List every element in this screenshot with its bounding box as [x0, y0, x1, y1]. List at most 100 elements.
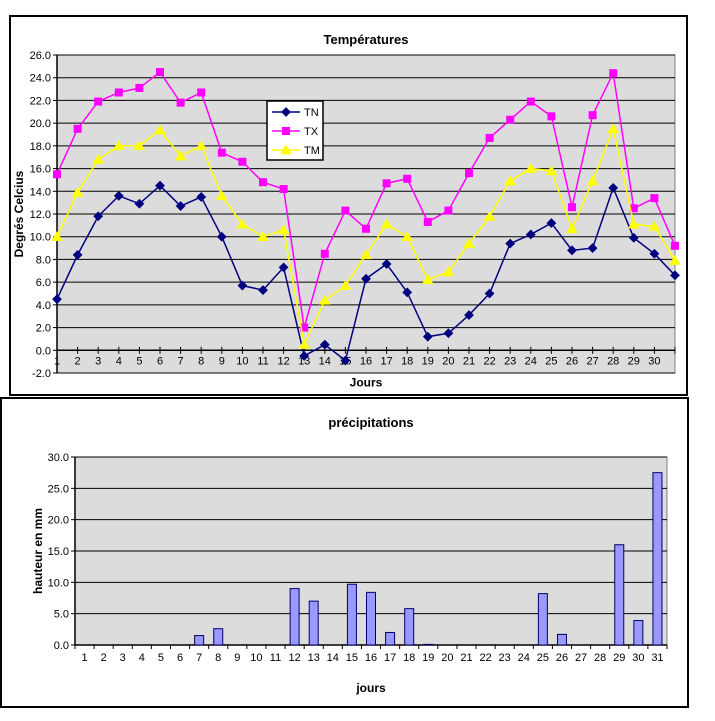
- marker-TX: [53, 170, 61, 179]
- x-tick-label: 24: [525, 355, 537, 367]
- y-tick-label: -2.0: [32, 368, 51, 380]
- y-tick-label: 20.0: [30, 118, 51, 130]
- marker-TM: [586, 175, 599, 186]
- marker-TM: [607, 123, 620, 134]
- x-tick-label: 8: [215, 652, 221, 664]
- chart-title: précipitations: [328, 415, 413, 430]
- x-tick-label: 5: [158, 652, 164, 664]
- marker-TN: [52, 294, 62, 305]
- bars: [194, 472, 663, 646]
- x-tick-label: 16: [360, 355, 372, 367]
- legend-label-TM: TM: [304, 145, 320, 157]
- marker-TN: [402, 287, 413, 298]
- x-tick-label: 7: [196, 652, 202, 664]
- marker-TX: [156, 68, 164, 77]
- x-tick-label: 25: [537, 652, 549, 664]
- precipitations-chart: 30.025.020.015.010.05.00.01 2 3 4 5 6 7 8 9 10 11 1…: [31, 415, 668, 695]
- precipitations-chart-panel: 30.0 25.0 20.0 15.0 10.0 5.0 0.0 1 2 3 4 5 6 7 8 9 10 11 1…: [0, 397, 689, 708]
- x-tick-label: 18: [401, 355, 413, 367]
- x-tick-label: 2: [101, 652, 107, 664]
- y-tick-label: 2.0: [36, 323, 51, 335]
- marker-TN: [443, 328, 454, 339]
- y-tick-label: 10.0: [30, 232, 51, 244]
- marker-TX: [94, 97, 103, 106]
- series-TM: [51, 123, 681, 349]
- y-tick-label: 18.0: [30, 141, 51, 153]
- chart-title: Températures: [323, 32, 408, 47]
- marker-TN: [72, 249, 83, 260]
- legend-label-TN: TN: [304, 107, 319, 119]
- marker-TN: [237, 280, 248, 291]
- marker-TX: [568, 203, 576, 212]
- x-tick-label: 22: [479, 652, 491, 664]
- marker-TX: [547, 112, 556, 121]
- marker-TM: [648, 220, 661, 231]
- x-tick-label: 10: [250, 652, 262, 664]
- x-tick-label: 17: [384, 652, 396, 664]
- marker-TX: [197, 88, 206, 97]
- marker-TM: [504, 175, 517, 186]
- x-tick-label: 27: [575, 652, 587, 664]
- marker-TN: [422, 331, 433, 342]
- bar-day-7: [194, 635, 205, 646]
- marker-TN: [258, 285, 268, 296]
- x-tick-label: 5: [136, 355, 142, 367]
- marker-TX: [485, 133, 494, 142]
- bar-day-25: [537, 593, 548, 646]
- marker-TM: [51, 231, 63, 242]
- marker-TN: [546, 218, 557, 228]
- y-tick-label: 6.0: [36, 277, 51, 289]
- marker-TM: [195, 140, 208, 151]
- x-tick-label: 1: [54, 355, 60, 367]
- marker-TX: [588, 111, 597, 120]
- marker-TM: [112, 140, 125, 151]
- x-tick-label: 10: [236, 355, 248, 367]
- marker-TM: [71, 186, 84, 197]
- x-tick-label: 31: [651, 652, 663, 664]
- x-tick-label: 30: [648, 355, 660, 367]
- x-tick-label: 2: [75, 355, 81, 367]
- x-tick-label: 30: [632, 652, 644, 664]
- marker-TM: [627, 218, 640, 229]
- marker-TN: [155, 180, 165, 191]
- marker-TN: [196, 192, 207, 202]
- marker-TM: [483, 210, 496, 221]
- y-tick-label: 15.0: [48, 546, 69, 558]
- marker-TN: [340, 355, 351, 366]
- x-tick-label: 4: [116, 355, 122, 367]
- marker-TN: [484, 288, 495, 299]
- marker-TM: [174, 150, 187, 161]
- marker-TN: [567, 245, 577, 256]
- marker-TN: [113, 190, 124, 201]
- marker-TM: [92, 153, 105, 164]
- x-tick-label: 20: [441, 652, 453, 664]
- x-tick-label: 21: [463, 355, 475, 367]
- bar-day-29: [614, 544, 625, 646]
- bar-day-13: [308, 600, 319, 646]
- y-tick-label: 16.0: [30, 164, 51, 176]
- marker-TX: [176, 98, 185, 107]
- legend: TN TX TM: [266, 100, 324, 161]
- marker-TX: [135, 83, 144, 92]
- marker-TM: [463, 237, 475, 248]
- bar-day-12: [289, 588, 300, 646]
- x-tick-label: 9: [219, 355, 225, 367]
- marker-TN: [216, 231, 227, 242]
- bar-day-8: [213, 628, 224, 646]
- y-tick-label: 0.0: [54, 640, 69, 652]
- bar-day-26: [556, 633, 567, 646]
- series-TN: [52, 180, 680, 366]
- bar-day-16: [366, 591, 376, 646]
- marker-TN: [93, 211, 104, 222]
- marker-TN: [278, 262, 289, 273]
- marker-TM: [236, 218, 249, 229]
- y-tick-label: 0.0: [36, 345, 51, 357]
- marker-TX: [465, 169, 473, 178]
- x-tick-label: 23: [504, 355, 516, 367]
- x-tick-label: 26: [556, 652, 568, 664]
- x-tick-label: 12: [277, 355, 289, 367]
- marker-TM: [277, 224, 290, 235]
- marker-TM: [154, 124, 166, 135]
- marker-TM: [360, 249, 372, 260]
- legend-label-TX: TX: [304, 126, 319, 138]
